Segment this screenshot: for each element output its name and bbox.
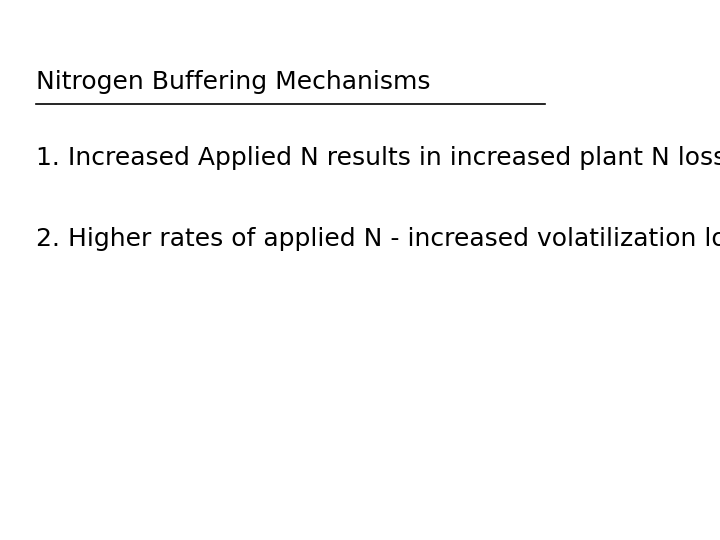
Text: 1. Increased Applied N results in increased plant N loss (NH: 1. Increased Applied N results in increa… — [36, 146, 720, 170]
Text: Nitrogen Buffering Mechanisms: Nitrogen Buffering Mechanisms — [36, 70, 431, 94]
Text: 2. Higher rates of applied N - increased volatilization losses: 2. Higher rates of applied N - increased… — [36, 227, 720, 251]
